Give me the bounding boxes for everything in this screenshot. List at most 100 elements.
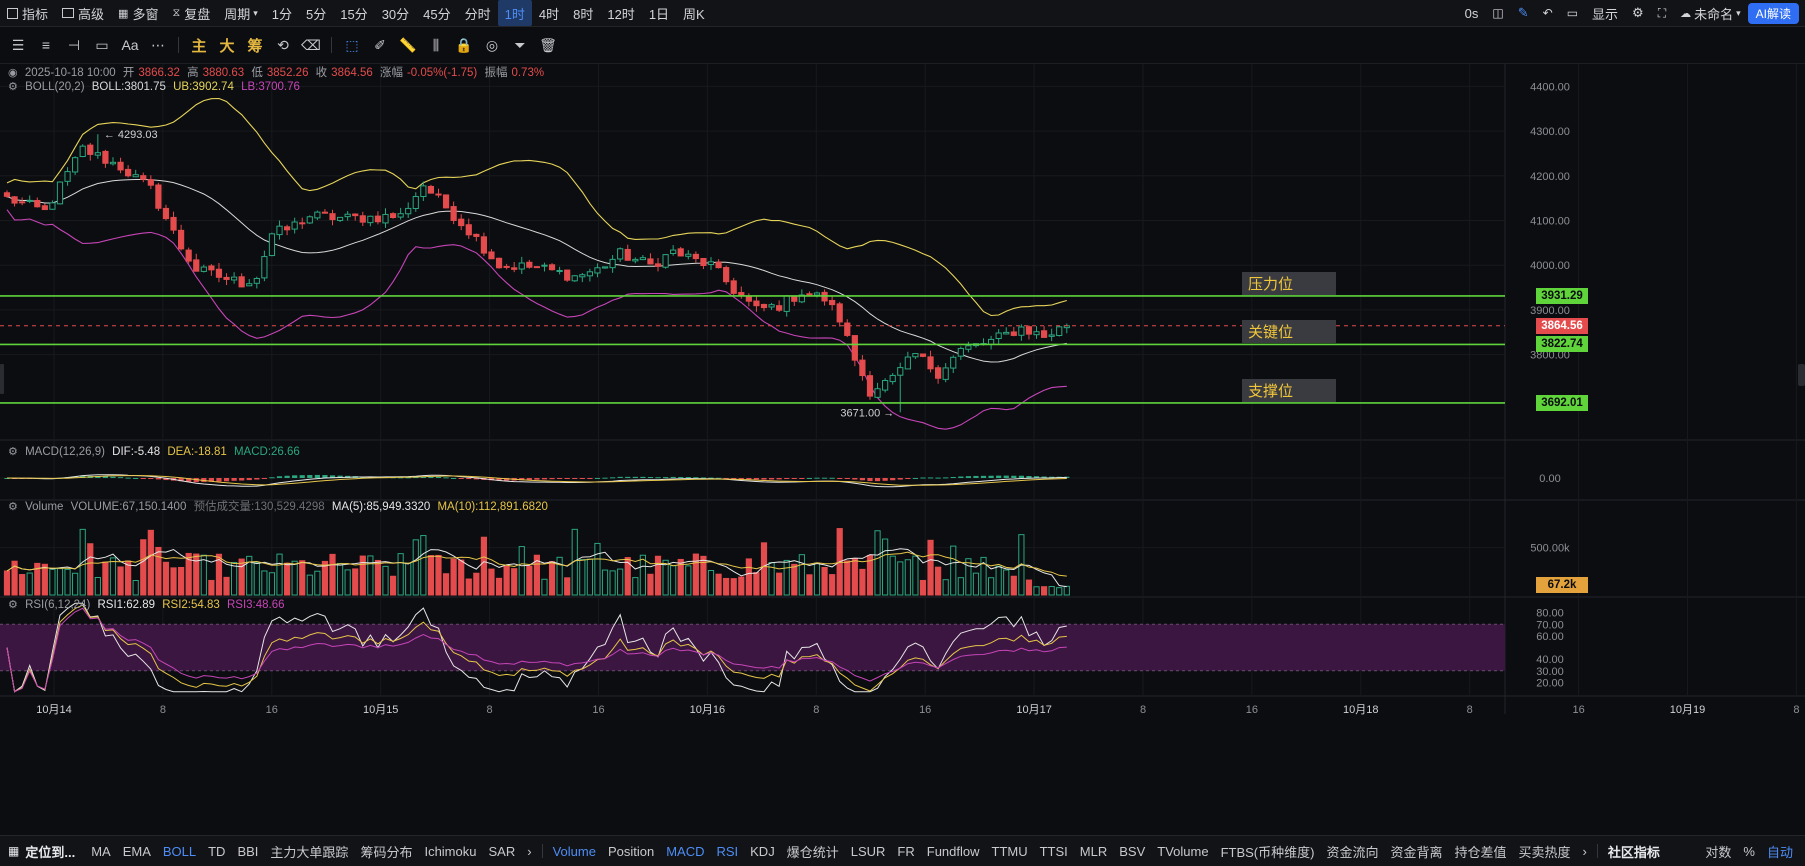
- camera-icon[interactable]: ◫: [1492, 6, 1504, 20]
- interval-tab[interactable]: 5分: [305, 6, 327, 22]
- main-indicator-item[interactable]: SAR: [488, 843, 516, 859]
- text-tool-button[interactable]: Aa: [121, 37, 139, 53]
- y-tick-label: 4400.00: [1530, 81, 1570, 93]
- ai-interpret-button[interactable]: AI解读: [1747, 2, 1799, 24]
- main-indicator-item[interactable]: 筹码分布: [360, 844, 413, 860]
- interval-tab[interactable]: 1分: [271, 6, 292, 22]
- sub-indicator-item[interactable]: Position: [607, 843, 655, 859]
- indicator-button[interactable]: 指标: [0, 0, 55, 26]
- multi-window-button[interactable]: ▦ 多窗: [111, 0, 165, 26]
- main-indicator-item[interactable]: BOLL: [162, 843, 197, 859]
- settings-sliders-icon[interactable]: ☰: [11, 36, 25, 53]
- sub-indicator-item[interactable]: TVolume: [1157, 843, 1209, 859]
- interval-tab[interactable]: 15分: [340, 6, 368, 22]
- interval-tab[interactable]: 45分: [423, 6, 451, 22]
- candle-type-icon[interactable]: ⫼: [432, 36, 440, 53]
- gear-icon[interactable]: ⚙: [8, 446, 18, 458]
- auto-scale-toggle[interactable]: 自动: [1766, 844, 1793, 860]
- more-icon[interactable]: ⋯: [151, 36, 165, 53]
- macd-bar: [398, 477, 404, 479]
- sub-indicator-item[interactable]: 持仓差值: [1454, 844, 1507, 860]
- interval-tab[interactable]: 4时: [538, 6, 560, 22]
- sub-indicator-item[interactable]: 买卖热度: [1518, 844, 1571, 860]
- rsi-band: [0, 624, 1505, 671]
- locate-button[interactable]: ▦ 定位到...: [0, 842, 85, 861]
- candle-body: [306, 216, 313, 224]
- sub-indicator-item[interactable]: FR: [897, 843, 915, 859]
- pen-icon[interactable]: ✎: [1517, 5, 1529, 20]
- refresh-icon[interactable]: ⟲: [277, 36, 289, 53]
- trash-icon[interactable]: 🗑: [539, 36, 557, 53]
- boll-ub-value: UB:3902.74: [173, 81, 234, 93]
- note-icon[interactable]: ▭: [1566, 6, 1579, 20]
- sub-indicator-item[interactable]: 资金流向: [1326, 844, 1379, 860]
- log-scale-toggle[interactable]: 对数: [1705, 844, 1732, 860]
- select-icon[interactable]: ⬚: [345, 36, 359, 53]
- percent-scale-toggle[interactable]: %: [1743, 843, 1755, 859]
- chart-svg[interactable]: 10月14 8 16 10月15 8 16 10月16 8 16 10月17 8 16 10月18 8 16…: [0, 64, 1805, 835]
- ruler-icon[interactable]: 📏: [399, 36, 417, 53]
- main-indicator-item[interactable]: MA: [91, 843, 111, 859]
- candle-body: [844, 322, 851, 336]
- macd-bar: [1018, 475, 1024, 478]
- scroll-handle[interactable]: [1798, 364, 1805, 386]
- main-indicator-item[interactable]: TD: [208, 843, 226, 859]
- sub-indicator-item[interactable]: FTBS(币种维度): [1220, 844, 1315, 860]
- chart-area[interactable]: 10月14 8 16 10月15 8 16 10月16 8 16 10月17 8 16 10月18 8 16…: [0, 64, 1805, 835]
- chevron-right-icon[interactable]: ›: [1582, 843, 1587, 859]
- magnet-icon[interactable]: ◎: [485, 36, 499, 53]
- community-indicators[interactable]: 社区指标: [1607, 844, 1660, 860]
- chevron-right-icon[interactable]: ›: [527, 843, 532, 859]
- main-indicator-item[interactable]: BBI: [237, 843, 259, 859]
- sub-indicator-item[interactable]: Volume: [552, 843, 596, 859]
- fullscreen-icon[interactable]: ⛶: [1657, 5, 1667, 20]
- candle-body: [760, 303, 768, 309]
- sub-indicator-item[interactable]: TTMU: [991, 843, 1028, 859]
- interval-tab[interactable]: 1日: [648, 6, 670, 22]
- layout-dropdown[interactable]: ☁ 未命名 ▾: [1673, 0, 1748, 26]
- candle-body: [49, 202, 56, 210]
- main-indicator-item[interactable]: EMA: [122, 843, 151, 859]
- brush-icon[interactable]: ✐: [374, 36, 386, 53]
- sub-indicator-item[interactable]: 爆仓统计: [786, 844, 839, 860]
- left-scroll-handle[interactable]: [0, 364, 4, 394]
- display-button[interactable]: 显示: [1592, 6, 1619, 22]
- interval-tab[interactable]: 周K: [683, 6, 705, 22]
- sub-indicator-item[interactable]: Fundflow: [926, 843, 980, 859]
- erase-icon[interactable]: ⌫: [301, 36, 321, 53]
- gear-icon[interactable]: ⚙: [8, 81, 18, 93]
- main-indicator-item[interactable]: Ichimoku: [424, 843, 477, 859]
- interval-tab[interactable]: 8时: [573, 6, 594, 22]
- period-dropdown[interactable]: 周期 ▾: [217, 0, 265, 26]
- sub-indicator-item[interactable]: KDJ: [750, 843, 775, 859]
- big-order-button[interactable]: 大: [219, 37, 235, 55]
- macd-bar: [700, 477, 707, 479]
- advanced-button[interactable]: 高级: [55, 0, 111, 26]
- eye-icon[interactable]: ◉: [8, 67, 18, 79]
- sub-indicator-item[interactable]: RSI: [716, 843, 739, 859]
- candle-body: [639, 257, 646, 261]
- sub-indicator-item[interactable]: LSUR: [850, 843, 886, 859]
- interval-tab[interactable]: 1时: [497, 0, 532, 26]
- gear-icon[interactable]: ⚙: [1632, 5, 1644, 20]
- replay-button[interactable]: ⧖ 复盘: [165, 0, 217, 26]
- sub-indicator-item[interactable]: MACD: [666, 843, 705, 859]
- chip-button[interactable]: 筹: [247, 37, 263, 55]
- sub-indicator-item[interactable]: MLR: [1079, 843, 1108, 859]
- gear-icon[interactable]: ⚙: [8, 501, 18, 513]
- main-force-button[interactable]: 主: [191, 37, 207, 55]
- sub-indicator-item[interactable]: 资金背离: [1390, 844, 1443, 860]
- undo-icon[interactable]: ↶: [1542, 6, 1553, 20]
- sub-indicator-item[interactable]: BSV: [1119, 843, 1146, 859]
- interval-tab[interactable]: 分时: [464, 6, 491, 22]
- lock-icon[interactable]: 🔒: [455, 36, 473, 53]
- rectangle-icon[interactable]: ▭: [95, 36, 109, 53]
- list-icon[interactable]: ≡: [41, 37, 51, 53]
- gear-icon[interactable]: ⚙: [8, 599, 18, 611]
- horizontal-line-icon[interactable]: ⊣: [67, 36, 81, 53]
- sub-indicator-item[interactable]: TTSI: [1039, 843, 1068, 859]
- filter-icon[interactable]: ⏷: [514, 36, 526, 53]
- interval-tab[interactable]: 12时: [607, 6, 635, 22]
- interval-tab[interactable]: 30分: [381, 6, 410, 22]
- main-indicator-item[interactable]: 主力大单跟踪: [270, 844, 349, 860]
